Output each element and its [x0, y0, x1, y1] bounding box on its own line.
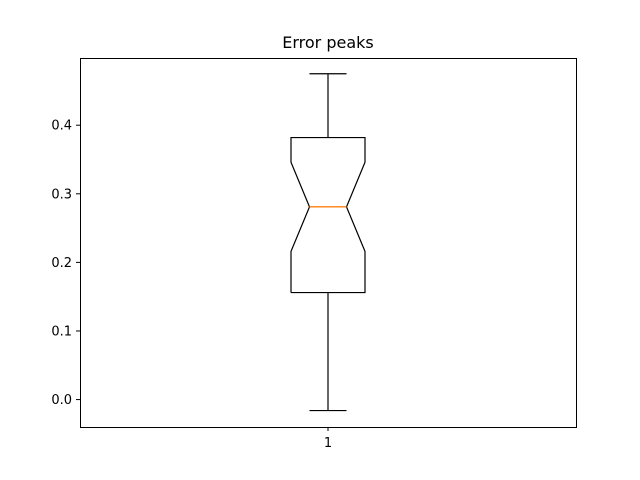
- x-axis: 1: [324, 427, 332, 451]
- y-tick-label: 0.3: [51, 187, 72, 202]
- y-tick-label: 0.0: [51, 393, 72, 408]
- notched-box: [290, 136, 366, 294]
- chart-title: Error peaks: [282, 33, 374, 52]
- y-tick-label: 0.4: [51, 119, 72, 134]
- box-plot-series: [290, 73, 366, 412]
- y-axis: 0.0 0.1 0.2 0.3 0.4: [51, 119, 80, 408]
- y-tick-label: 0.2: [51, 256, 72, 271]
- y-tick-label: 0.1: [51, 324, 72, 339]
- x-tick-label: 1: [324, 436, 332, 451]
